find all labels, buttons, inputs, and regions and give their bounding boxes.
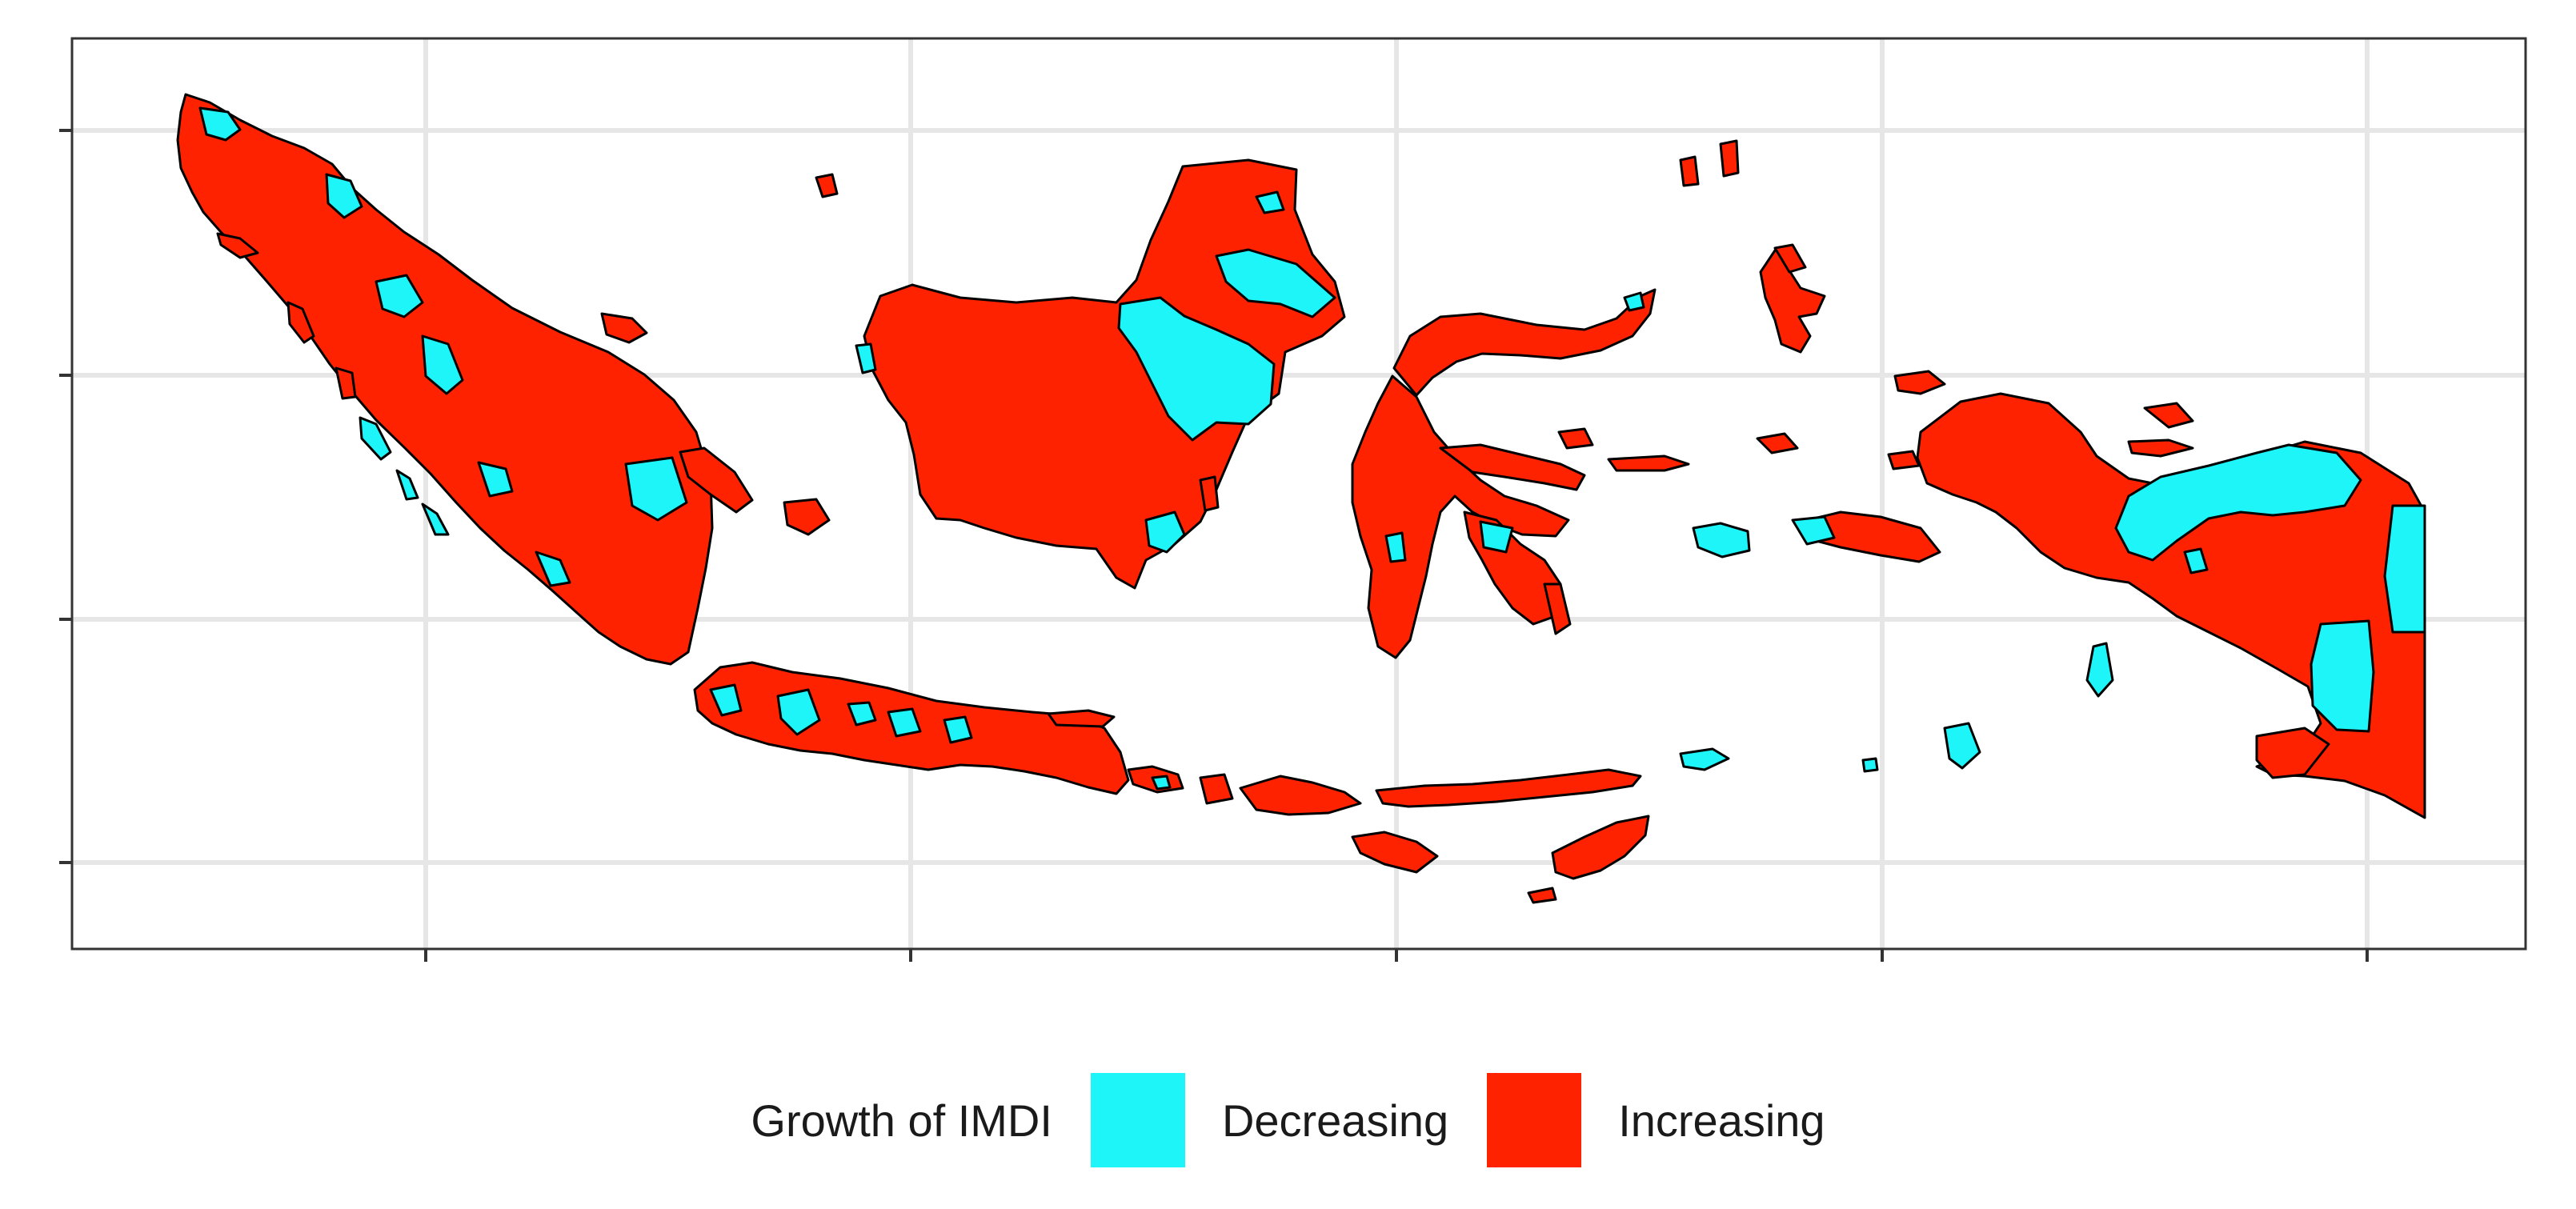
region-halmahera-north: [1773, 243, 1807, 274]
region-kaltim-cyan: [1117, 296, 1276, 442]
region-sulawesi-cyan-2: [1479, 520, 1514, 554]
island-biak: [2143, 402, 2194, 429]
region-papua-cyan-east: [2383, 504, 2426, 634]
region-papua-cyan-west: [2183, 547, 2209, 574]
region-java-cyan-4: [887, 707, 922, 738]
region-bali-cyan: [1151, 775, 1172, 791]
island-riau-islands: [600, 312, 648, 344]
region-seram-cyan: [1791, 515, 1836, 546]
region-jambi-cyan: [477, 461, 514, 498]
island-raja-ampat: [1893, 370, 1946, 395]
island-banggai: [1557, 427, 1594, 450]
island-nias: [286, 301, 315, 344]
island-talaud: [1679, 155, 1700, 187]
island-sula: [1607, 454, 1690, 472]
region-papua-south-coast: [2255, 727, 2330, 779]
region-sulawesi-body: [1351, 374, 1570, 659]
island-sangihe: [1719, 139, 1740, 178]
island-sipora: [395, 469, 419, 501]
legend-label-increasing: Increasing: [1618, 1095, 1825, 1146]
region-papua-cyan-north: [2114, 443, 2362, 562]
region-kalbar-cyan: [855, 342, 877, 374]
region-java-cyan-5: [943, 715, 973, 744]
island-tanimbar: [1861, 757, 1879, 773]
region-kaltara-cyan: [1215, 248, 1336, 318]
legend-key-increasing: [1487, 1073, 1582, 1167]
region-java-cyan-2: [776, 688, 821, 736]
region-madura: [1047, 709, 1116, 728]
region-riau-cyan: [624, 456, 688, 522]
region-sumbar2-cyan: [421, 334, 464, 395]
region-papua: [1916, 392, 2426, 819]
region-sulawesi-east: [1439, 443, 1586, 491]
island-kei: [2085, 642, 2114, 698]
axis-ticks: [59, 129, 2369, 962]
region-tarakan-cyan: [1255, 190, 1285, 214]
region-sulawesi-cyan-1: [1384, 531, 1407, 563]
region-alor: [1679, 747, 1730, 771]
region-java-cyan-1: [709, 683, 743, 717]
island-aru: [1943, 722, 1981, 770]
island-buton: [1543, 582, 1572, 635]
region-papua-cyan-south: [2310, 619, 2375, 733]
island-obi: [1756, 432, 1799, 454]
island-bangka: [679, 446, 754, 514]
region-aceh-cyan: [198, 106, 242, 142]
island-laut: [1199, 475, 1220, 512]
region-seram: [1799, 510, 1941, 563]
region-sumut-cyan: [325, 173, 363, 219]
island-batu: [335, 366, 357, 400]
island-siberut: [359, 416, 392, 461]
region-kalsel-cyan: [1144, 510, 1186, 554]
island-buru: [1692, 522, 1751, 558]
island-belitung: [783, 498, 831, 536]
island-misool: [1887, 450, 1921, 470]
island-pagai: [421, 502, 450, 536]
island-sabah-islet: [815, 173, 839, 198]
island-yapen: [2127, 438, 2194, 458]
region-sumbar-cyan: [375, 274, 424, 318]
plot-panel-border: [70, 37, 2527, 951]
region-sulawesi-north: [1392, 288, 1657, 397]
legend: Growth of IMDI Decreasing Increasing: [0, 1064, 2576, 1176]
region-flores: [1375, 768, 1642, 808]
region-java-cyan-3: [847, 701, 877, 727]
region-sumbawa: [1239, 775, 1362, 816]
region-sulawesi-cyan-3: [1623, 291, 1645, 312]
legend-label-decreasing: Decreasing: [1221, 1095, 1449, 1146]
region-timor: [1551, 815, 1650, 880]
island-rote: [1527, 887, 1557, 904]
legend-key-decreasing: [1090, 1073, 1185, 1167]
region-lombok: [1199, 773, 1234, 805]
region-sumsel-cyan: [535, 550, 571, 587]
region-sumba: [1351, 831, 1439, 874]
legend-title: Growth of IMDI: [751, 1095, 1052, 1146]
island-simeulue: [216, 232, 259, 259]
